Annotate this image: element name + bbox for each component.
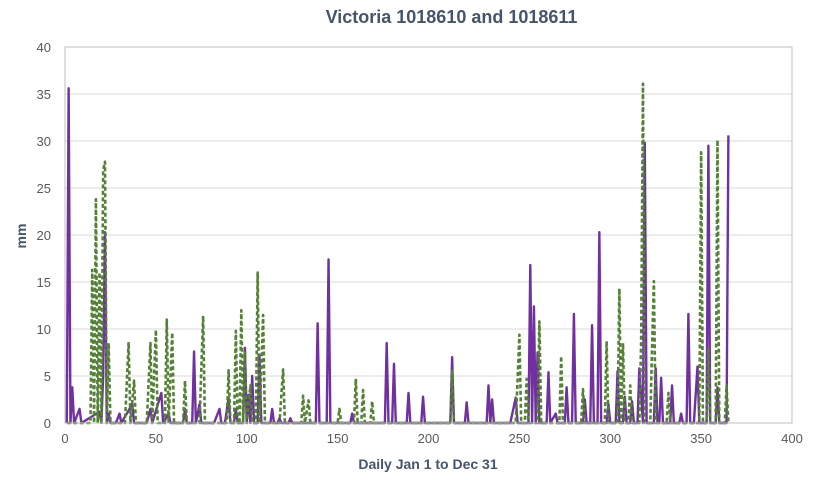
series-line-1 <box>65 87 730 425</box>
y-tick-label: 25 <box>37 181 51 196</box>
y-tick-label: 35 <box>37 87 51 102</box>
y-tick-label: 20 <box>37 228 51 243</box>
y-tick-label: 15 <box>37 275 51 290</box>
x-tick-label: 150 <box>327 431 349 446</box>
series-layer <box>65 82 730 425</box>
gridlines <box>65 46 792 377</box>
y-tick-label: 30 <box>37 134 51 149</box>
axes <box>64 46 793 424</box>
x-tick-label: 200 <box>418 431 440 446</box>
y-tick-label: 0 <box>44 416 51 431</box>
series-line-2 <box>66 82 730 425</box>
chart-title: Victoria 1018610 and 1018611 <box>325 7 578 27</box>
y-axis-title: mm <box>13 224 29 249</box>
y-tick-label: 40 <box>37 40 51 55</box>
y-tick-label: 5 <box>44 369 51 384</box>
x-tick-label: 400 <box>781 431 803 446</box>
x-tick-label: 350 <box>690 431 712 446</box>
x-axis-title: Daily Jan 1 to Dec 31 <box>358 456 498 472</box>
x-tick-label: 0 <box>61 431 68 446</box>
x-tick-label: 250 <box>509 431 531 446</box>
x-tick-label: 100 <box>236 431 258 446</box>
x-tick-label: 300 <box>599 431 621 446</box>
y-tick-label: 10 <box>37 322 51 337</box>
x-tick-label: 50 <box>149 431 163 446</box>
